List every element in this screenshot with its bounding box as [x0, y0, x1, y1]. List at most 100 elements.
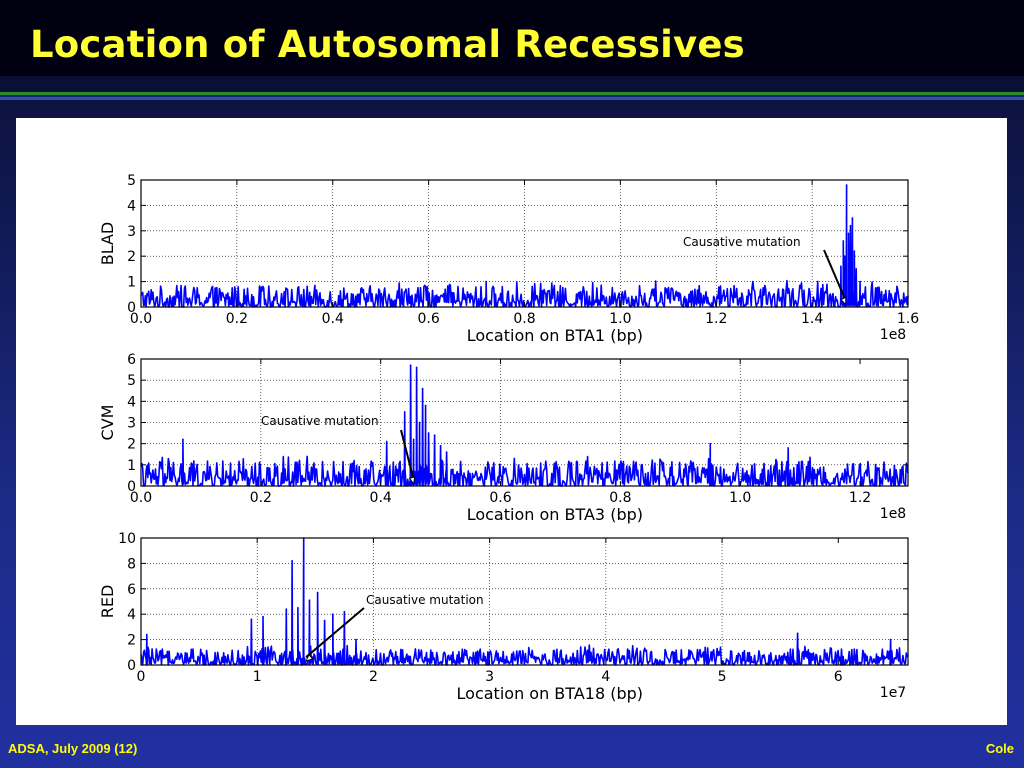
figure-panel: 0.0 0.2 0.4 0.6 0.8 1.0 1.2 1.4 1.6 0 1 2 3 4 5 Locatio…: [16, 118, 1007, 725]
y-tick-label: 0: [127, 658, 136, 674]
y-tick-label: 6: [127, 352, 136, 368]
x-tick-label: 0.8: [609, 490, 631, 506]
annotation-arrow-line: [823, 249, 847, 301]
annotation-arrow-line: [305, 607, 365, 658]
manhattan-plots: 0.0 0.2 0.4 0.6 0.8 1.0 1.2 1.4 1.6 0 1 2 3 4 5 Locatio…: [98, 173, 919, 703]
title-bar: [0, 0, 1024, 76]
y-tick-label: 4: [127, 607, 136, 623]
peak-point: [787, 447, 789, 449]
x-tick-label: 4: [601, 669, 610, 685]
y-axis-label: BLAD: [98, 222, 117, 266]
y-tick-label: 2: [127, 437, 136, 453]
y-axis-label: CVM: [98, 405, 117, 441]
x-multiplier-label: 1e7: [880, 685, 906, 701]
x-tick-label: 0.0: [130, 490, 152, 506]
title-divider: [0, 76, 1024, 92]
title-rule-blue: [0, 97, 1024, 100]
annotation-arrow-head: [839, 296, 847, 306]
plot-frame: [140, 537, 909, 666]
peak-point: [851, 217, 854, 219]
x-axis-label: Location on BTA18 (bp): [457, 684, 643, 703]
peak-point: [182, 438, 184, 441]
peak-point: [843, 255, 846, 257]
peak-point: [418, 421, 421, 424]
peak-point: [385, 440, 388, 443]
x-tick-label: 2: [369, 669, 378, 685]
peak-point: [796, 632, 799, 635]
peak-point: [424, 404, 427, 407]
x-tick-label: 0.6: [417, 311, 439, 327]
x-multiplier-label: 1e8: [880, 506, 906, 522]
annotation-text: Causative mutation: [366, 593, 484, 607]
peak-point: [355, 638, 357, 641]
x-tick-label: 5: [718, 669, 727, 685]
y-tick-label: 4: [127, 394, 136, 410]
peak-point: [323, 619, 326, 622]
title-rule-green: [0, 92, 1024, 95]
footer-author: Cole: [985, 741, 1014, 756]
peak-point: [845, 184, 848, 186]
peak-point: [889, 638, 892, 641]
peak-point: [439, 444, 442, 447]
peak-point: [403, 411, 406, 413]
title-rule-gap: [0, 95, 1024, 97]
x-tick-label: 1.2: [849, 490, 871, 506]
x-tick-label: 0: [137, 669, 146, 685]
y-tick-label: 5: [127, 373, 136, 389]
x-tick-label: 0.2: [226, 311, 248, 327]
x-tick-label: 1.0: [609, 311, 631, 327]
peak-point: [853, 250, 856, 252]
peak-point: [262, 615, 264, 618]
peak-point: [445, 451, 448, 453]
peak-point: [316, 591, 319, 594]
peak-point: [331, 613, 334, 615]
x-tick-label: 1.4: [801, 311, 823, 327]
annotation-arrow-head: [305, 653, 314, 663]
peak-point: [849, 224, 852, 227]
x-tick-label: 6: [834, 669, 843, 685]
peak-point: [433, 434, 436, 437]
x-tick-label: 0.4: [370, 490, 392, 506]
peak-point: [840, 265, 842, 268]
peak-point: [409, 364, 412, 367]
y-tick-label: 1: [127, 275, 136, 291]
x-tick-label: 1.0: [729, 490, 751, 506]
peak-point: [427, 432, 430, 434]
peak-point: [855, 268, 858, 270]
peak-point: [842, 240, 845, 242]
y-tick-label: 4: [127, 198, 136, 214]
x-tick-label: 0.8: [513, 311, 535, 327]
peak-point: [343, 610, 346, 613]
peak-point: [859, 280, 861, 283]
y-tick-label: 3: [127, 416, 136, 432]
series-line: [140, 184, 909, 308]
annotation-arrow-line: [400, 429, 415, 481]
peak-point: [421, 387, 424, 390]
y-tick-label: 3: [127, 224, 136, 240]
peak-point: [291, 560, 293, 562]
footer-citation: ADSA, July 2009 (12): [8, 741, 138, 756]
peak-point: [250, 618, 253, 621]
x-multiplier-label: 1e8: [880, 327, 906, 343]
annotation-text: Causative mutation: [261, 414, 379, 428]
x-tick-label: 1.6: [897, 311, 919, 327]
x-tick-label: 0.2: [250, 490, 272, 506]
peak-point: [847, 232, 850, 235]
slide-title: Location of Autosomal Recessives: [30, 23, 745, 66]
series-line: [140, 537, 909, 666]
x-axis-label: Location on BTA1 (bp): [467, 326, 643, 345]
y-tick-label: 0: [127, 300, 136, 316]
x-tick-label: 1: [253, 669, 262, 685]
y-tick-label: 5: [127, 173, 136, 189]
x-tick-label: 0.6: [489, 490, 511, 506]
y-tick-label: 0: [127, 479, 136, 495]
x-tick-label: 1.2: [705, 311, 727, 327]
y-tick-label: 6: [127, 582, 136, 598]
annotation-arrow-head: [408, 476, 416, 486]
series-line: [140, 364, 909, 487]
annotation-text: Causative mutation: [683, 235, 801, 249]
x-axis-label: Location on BTA3 (bp): [467, 505, 643, 524]
x-tick-label: 0.0: [130, 311, 152, 327]
peak-point: [308, 599, 311, 602]
x-tick-label: 3: [485, 669, 494, 685]
